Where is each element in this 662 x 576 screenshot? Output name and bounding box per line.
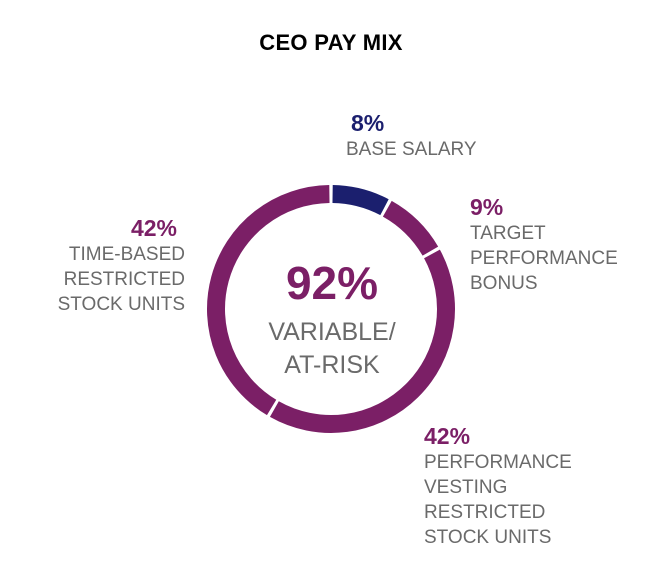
callout-base-salary: 8% BASE SALARY [346, 109, 477, 162]
callout-time-rsu-line-2: RESTRICTED [63, 269, 185, 290]
callout-target-bonus: 9% TARGET PERFORMANCE BONUS [470, 193, 618, 296]
callout-target-bonus-line-3: BONUS [470, 273, 538, 294]
chart-title: CEO PAY MIX [259, 30, 403, 55]
center-label-line-1: VARIABLE/ [268, 318, 396, 346]
center-percent: 92% [285, 257, 379, 309]
slice-base-salary [332, 185, 389, 216]
center-label-line-2: AT-RISK [284, 351, 380, 379]
slice-target-bonus [382, 200, 439, 256]
callout-time-rsu-percent: 42% [130, 215, 177, 241]
center-label: VARIABLE/ AT-RISK [232, 316, 432, 382]
callout-performance-rsu-line-3: RESTRICTED [424, 502, 546, 523]
callout-target-bonus-line-2: PERFORMANCE [470, 248, 618, 269]
callout-base-salary-percent: 8% [351, 110, 385, 136]
callout-performance-rsu-line-4: STOCK UNITS [424, 527, 552, 548]
callout-base-salary-label: BASE SALARY [346, 139, 477, 160]
callout-time-rsu-line-3: STOCK UNITS [57, 294, 185, 315]
callout-target-bonus-percent: 9% [470, 194, 504, 220]
slice-performance-rsu [269, 249, 455, 433]
callout-performance-rsu: 42% PERFORMANCE VESTING RESTRICTED STOCK… [424, 422, 572, 550]
callout-time-rsu: 42% TIME-BASED RESTRICTED STOCK UNITS [40, 214, 185, 317]
callout-performance-rsu-line-2: VESTING [424, 477, 508, 498]
callout-performance-rsu-line-1: PERFORMANCE [424, 452, 572, 473]
callout-target-bonus-line-1: TARGET [470, 223, 546, 244]
callout-time-rsu-line-1: TIME-BASED [68, 244, 185, 265]
callout-performance-rsu-percent: 42% [424, 423, 471, 449]
slice-time-rsu [207, 185, 330, 416]
